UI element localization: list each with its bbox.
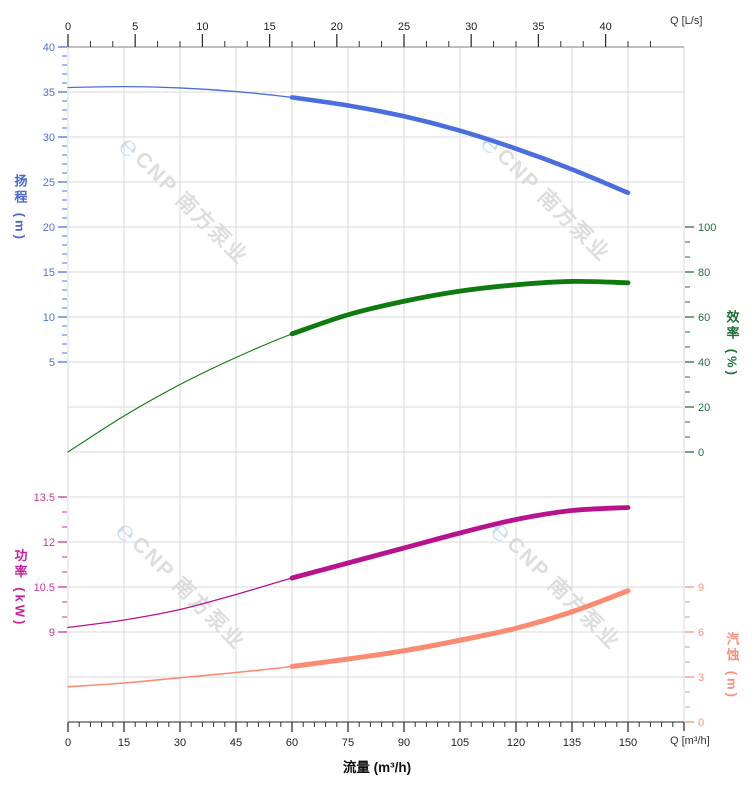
svg-text:30: 30 bbox=[174, 737, 186, 749]
svg-text:6: 6 bbox=[698, 627, 704, 639]
power-curve bbox=[67, 505, 631, 629]
svg-text:20: 20 bbox=[43, 222, 55, 234]
head-curve bbox=[67, 85, 631, 196]
bottom-axis: 0 15 30 45 60 75 90 105 120 135 150 bbox=[65, 721, 685, 749]
svg-text:12: 12 bbox=[43, 537, 55, 549]
svg-text:15: 15 bbox=[43, 267, 55, 279]
svg-text:25: 25 bbox=[43, 177, 55, 189]
efficiency-curve bbox=[67, 279, 631, 453]
svg-text:0: 0 bbox=[698, 447, 704, 459]
svg-text:75: 75 bbox=[342, 737, 354, 749]
head-axis-label: 扬程 (m) bbox=[12, 174, 28, 242]
svg-text:40: 40 bbox=[43, 42, 55, 54]
svg-text:40: 40 bbox=[698, 357, 710, 369]
svg-text:60: 60 bbox=[286, 737, 298, 749]
top-axis: 0 5 10 15 20 25 30 35 40 bbox=[65, 21, 684, 48]
svg-text:45: 45 bbox=[230, 737, 242, 749]
svg-text:15: 15 bbox=[118, 737, 130, 749]
flow-axis-label: 流量 (m³/h) bbox=[342, 760, 412, 775]
svg-text:0: 0 bbox=[698, 717, 704, 729]
svg-text:35: 35 bbox=[532, 21, 544, 33]
svg-text:100: 100 bbox=[698, 222, 716, 234]
svg-text:5: 5 bbox=[132, 21, 138, 33]
svg-text:35: 35 bbox=[43, 87, 55, 99]
npsh-axis-label: 汽蚀 (m) bbox=[724, 632, 740, 700]
svg-text:13.5: 13.5 bbox=[34, 492, 55, 504]
svg-text:9: 9 bbox=[698, 582, 704, 594]
svg-text:90: 90 bbox=[398, 737, 410, 749]
svg-text:80: 80 bbox=[698, 267, 710, 279]
flow-unit-m3h-label: Q [m³/h] bbox=[670, 735, 710, 747]
svg-text:20: 20 bbox=[331, 21, 343, 33]
svg-text:20: 20 bbox=[698, 402, 710, 414]
svg-text:25: 25 bbox=[398, 21, 410, 33]
svg-text:60: 60 bbox=[698, 312, 710, 324]
npsh-curve bbox=[67, 588, 631, 688]
head-axis-ticks: 40 35 30 25 20 15 10 5 bbox=[43, 42, 67, 369]
eff-axis-ticks: 100 80 60 40 20 0 bbox=[685, 222, 716, 459]
svg-text:105: 105 bbox=[451, 737, 469, 749]
svg-text:135: 135 bbox=[563, 737, 581, 749]
efficiency-axis-label: 效率 (%) bbox=[724, 310, 740, 378]
svg-text:30: 30 bbox=[465, 21, 477, 33]
svg-text:10: 10 bbox=[196, 21, 208, 33]
svg-text:3: 3 bbox=[698, 672, 704, 684]
svg-text:10: 10 bbox=[43, 312, 55, 324]
svg-text:30: 30 bbox=[43, 132, 55, 144]
svg-text:15: 15 bbox=[263, 21, 275, 33]
npsh-axis-ticks: 9 6 3 0 bbox=[685, 582, 704, 729]
power-axis-ticks: 13.5 12 10.5 9 bbox=[34, 492, 67, 639]
svg-text:0: 0 bbox=[65, 737, 71, 749]
gridlines bbox=[67, 46, 685, 723]
power-axis-label: 功率 (kW) bbox=[12, 548, 28, 628]
svg-text:150: 150 bbox=[619, 737, 637, 749]
svg-text:10.5: 10.5 bbox=[34, 582, 55, 594]
svg-text:40: 40 bbox=[599, 21, 611, 33]
svg-text:0: 0 bbox=[65, 21, 71, 33]
svg-text:5: 5 bbox=[49, 357, 55, 369]
svg-text:120: 120 bbox=[507, 737, 525, 749]
flow-unit-lps-label: Q [L/s] bbox=[670, 15, 703, 27]
svg-text:9: 9 bbox=[49, 627, 55, 639]
